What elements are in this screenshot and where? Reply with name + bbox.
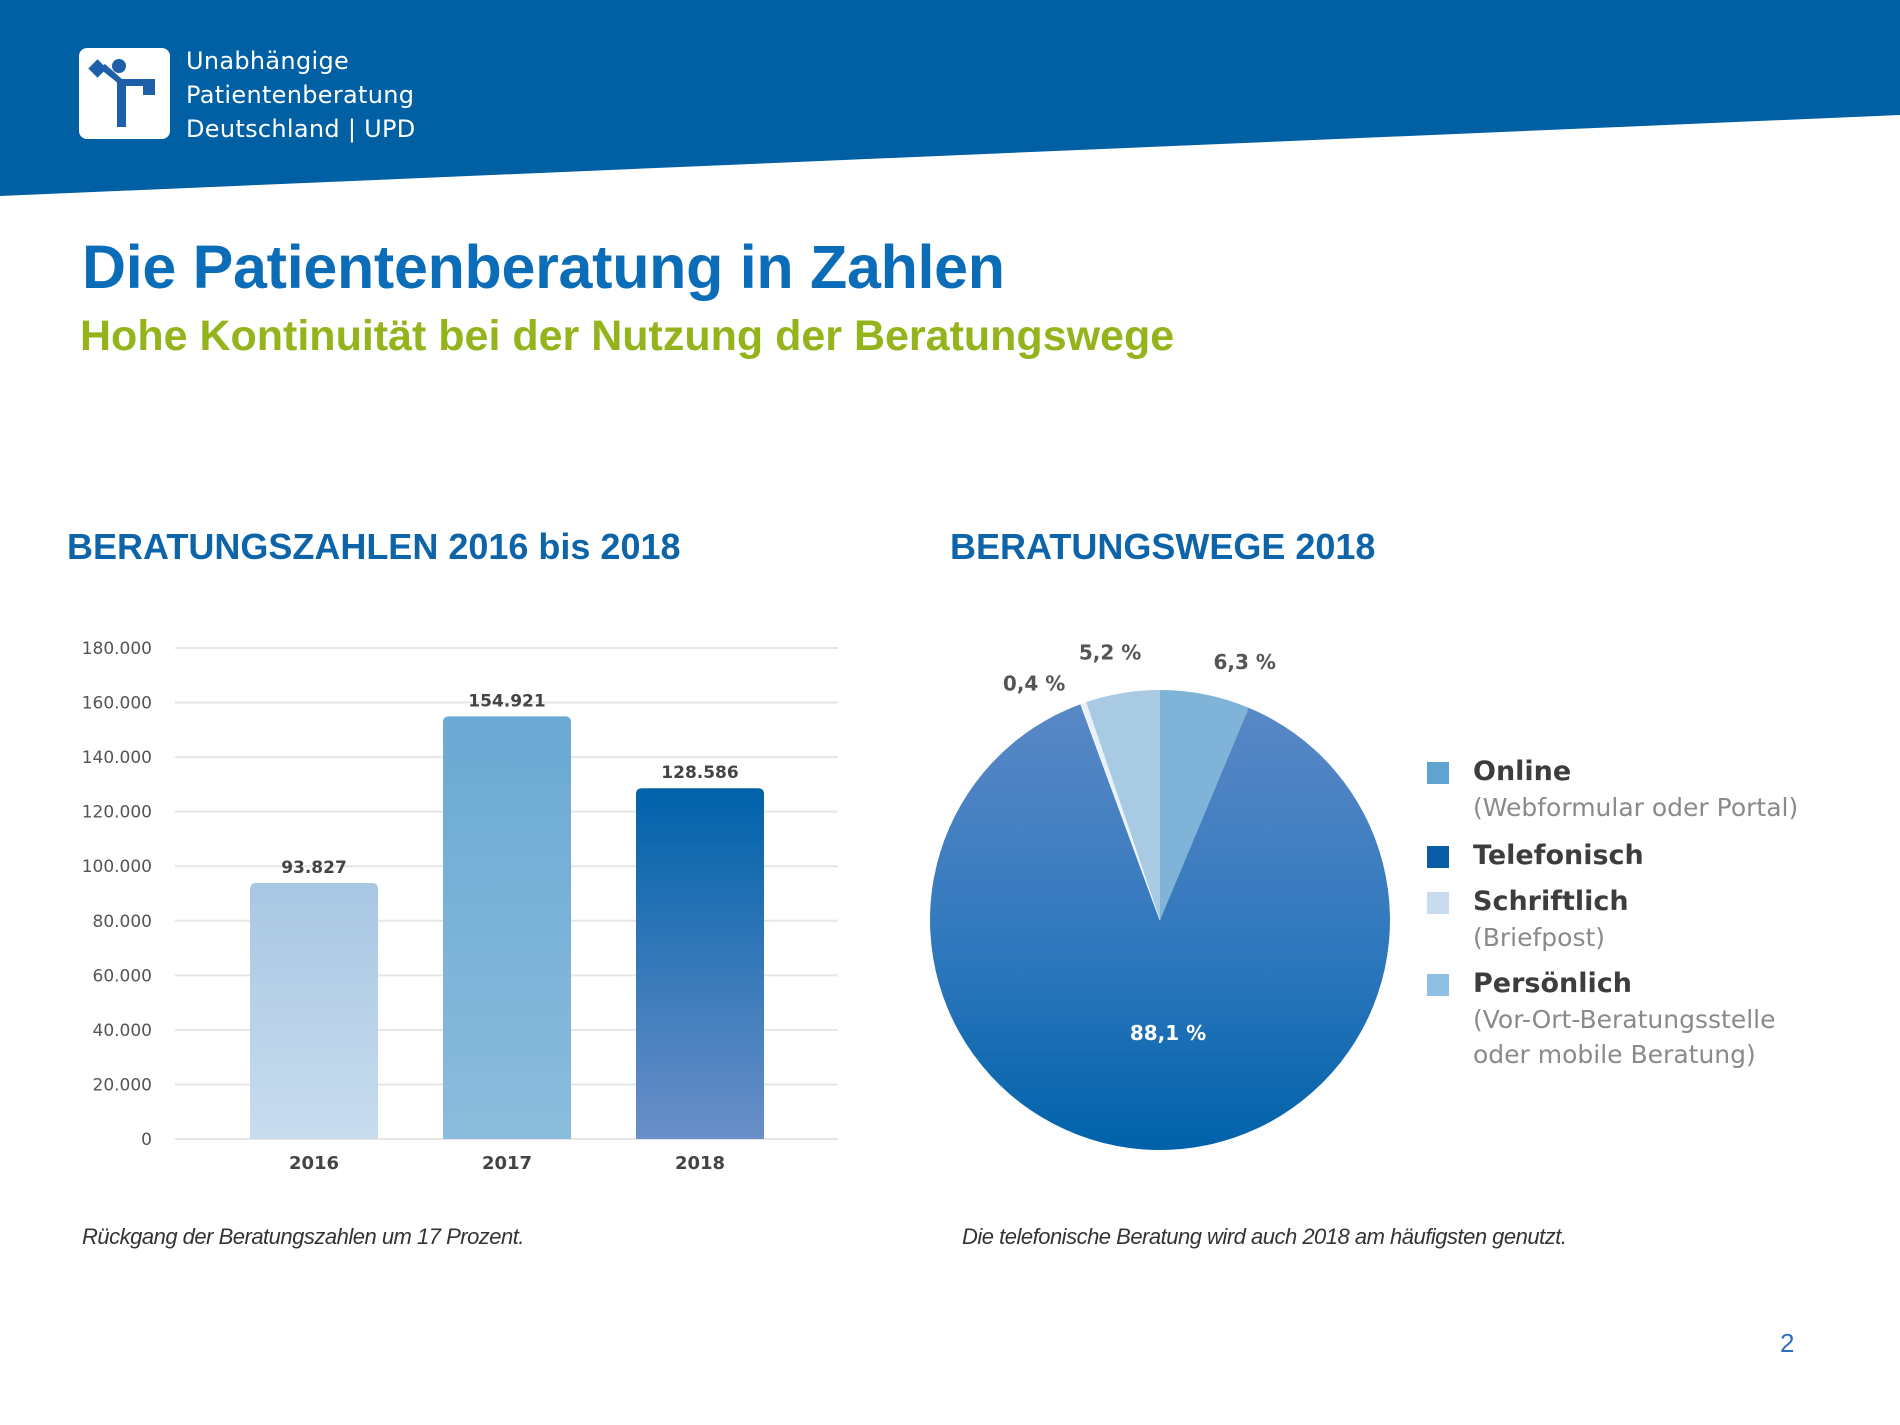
page-title: Die Patientenberatung in Zahlen xyxy=(82,233,1005,301)
pie-slice-label: 6,3 % xyxy=(1214,650,1276,674)
logo-wordmark: Unabhängige Patientenberatung Deutschlan… xyxy=(186,44,416,146)
y-tick-label: 40.000 xyxy=(93,1021,152,1041)
bar-chart-caption: Rückgang der Beratungszahlen um 17 Proze… xyxy=(82,1224,525,1249)
pie-chart-title: BERATUNGSWEGE 2018 xyxy=(950,526,1376,567)
pie-slice-label: 0,4 % xyxy=(1003,672,1065,696)
y-tick-label: 160.000 xyxy=(82,694,152,714)
bar-2017 xyxy=(443,716,571,1139)
pie-slice-online xyxy=(1160,690,1249,920)
bar-2016 xyxy=(250,883,378,1139)
bar-2018 xyxy=(636,788,764,1139)
pie-chart-caption: Die telefonische Beratung wird auch 2018… xyxy=(962,1224,1567,1249)
y-tick-label: 80.000 xyxy=(93,912,152,932)
legend-swatch-telefonisch xyxy=(1427,846,1449,868)
bar-value-label: 93.827 xyxy=(281,858,347,878)
bar-value-label: 154.921 xyxy=(468,691,545,711)
bar-chart: 0 20.000 40.000 60.000 80.000 100.000 120.000 1… xyxy=(82,639,838,1174)
logo-line: Patientenberatung xyxy=(186,81,415,109)
y-tick-label: 120.000 xyxy=(82,803,152,823)
page-subtitle: Hohe Kontinuität bei der Nutzung der Ber… xyxy=(80,312,1175,360)
y-tick-label: 140.000 xyxy=(82,748,152,768)
legend-sublabel: (Briefpost) xyxy=(1473,923,1606,952)
legend-label: Persönlich xyxy=(1473,968,1632,999)
x-tick-label: 2016 xyxy=(289,1153,339,1174)
y-tick-label: 0 xyxy=(141,1130,152,1150)
logo-line: Unabhängige xyxy=(186,47,350,75)
upd-logo xyxy=(79,48,170,139)
legend-sublabel: (Webformular oder Portal) xyxy=(1473,793,1799,822)
legend-label: Schriftlich xyxy=(1473,886,1629,917)
legend-label: Online xyxy=(1473,756,1572,787)
x-tick-label: 2017 xyxy=(482,1153,532,1174)
pie-slice-telefonisch xyxy=(930,704,1390,1150)
bar-chart-title: BERATUNGSZAHLEN 2016 bis 2018 xyxy=(67,526,681,567)
legend-swatch-schriftlich xyxy=(1427,892,1449,914)
pie-slice-persönlich xyxy=(1086,690,1160,920)
legend-swatch-persoenlich xyxy=(1427,974,1449,996)
pie-chart: 6,3 % 88,1 % 0,4 % 5,2 % xyxy=(930,640,1390,1150)
y-tick-label: 100.000 xyxy=(82,857,152,877)
bar-value-label: 128.586 xyxy=(661,763,738,783)
legend-sublabel: (Vor-Ort-Beratungsstelle xyxy=(1473,1005,1776,1034)
y-tick-label: 60.000 xyxy=(93,966,152,986)
page-number: 2 xyxy=(1780,1328,1795,1358)
header-band xyxy=(0,0,1900,196)
y-tick-label: 20.000 xyxy=(93,1075,152,1095)
pie-slice-label: 88,1 % xyxy=(1130,1021,1206,1045)
pie-slice-schriftlich xyxy=(1080,701,1161,921)
legend-swatch-online xyxy=(1427,762,1449,784)
logo-line: Deutschland | UPD xyxy=(186,115,416,143)
legend-sublabel: oder mobile Beratung) xyxy=(1473,1040,1756,1069)
y-tick-label: 180.000 xyxy=(82,639,152,659)
legend-label: Telefonisch xyxy=(1473,840,1644,871)
person-signpost-icon xyxy=(88,59,155,127)
x-tick-label: 2018 xyxy=(675,1153,725,1174)
pie-slice-label: 5,2 % xyxy=(1079,640,1141,664)
